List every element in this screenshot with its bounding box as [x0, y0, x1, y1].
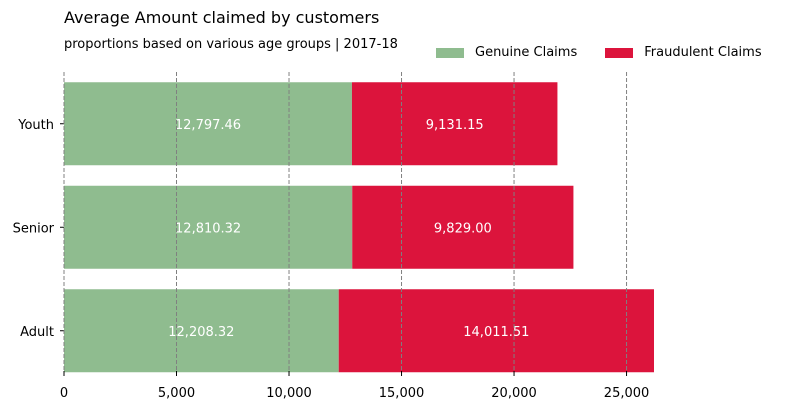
legend-label-genuine: Genuine Claims: [475, 45, 578, 60]
legend-entry-fraudulent: Fraudulent Claims: [605, 45, 762, 60]
bar-youth-genuine: [64, 82, 352, 166]
y-tick-label-youth: Youth: [17, 118, 54, 133]
x-tick-label-1: 5,000: [158, 386, 195, 401]
legend-label-fraudulent: Fraudulent Claims: [644, 45, 762, 60]
data-label-adult-genuine: 12,208.32: [168, 325, 234, 340]
y-tick-label-adult: Adult: [20, 325, 54, 340]
bar-senior-genuine: [64, 185, 353, 269]
y-tick-label-senior: Senior: [13, 221, 55, 236]
bar-adult-genuine: [64, 289, 339, 373]
legend-swatch-fraudulent: [605, 47, 634, 58]
chart-title: Average Amount claimed by customers: [64, 8, 380, 27]
data-label-youth-genuine: 12,797.46: [175, 118, 241, 133]
legend-entry-genuine: Genuine Claims: [436, 45, 577, 60]
data-label-senior-genuine: 12,810.32: [175, 221, 241, 236]
x-tick-label-4: 20,000: [491, 386, 537, 401]
legend: Genuine Claims Fraudulent Claims: [436, 45, 762, 60]
legend-swatch-genuine: [436, 47, 464, 58]
data-label-youth-fraudulent: 9,131.15: [426, 118, 484, 133]
x-tick-label-2: 10,000: [266, 386, 312, 401]
chart-subtitle: proportions based on various age groups …: [64, 37, 398, 52]
data-label-adult-fraudulent: 14,011.51: [463, 325, 529, 340]
x-tick-label-0: 0: [60, 386, 68, 401]
x-tick-label-5: 25,000: [604, 386, 650, 401]
x-tick-label-3: 15,000: [379, 386, 425, 401]
data-label-senior-fraudulent: 9,829.00: [434, 221, 492, 236]
bar-youth-fraudulent: [351, 82, 558, 166]
bar-adult-fraudulent: [338, 289, 654, 373]
bar-senior-fraudulent: [352, 185, 574, 269]
